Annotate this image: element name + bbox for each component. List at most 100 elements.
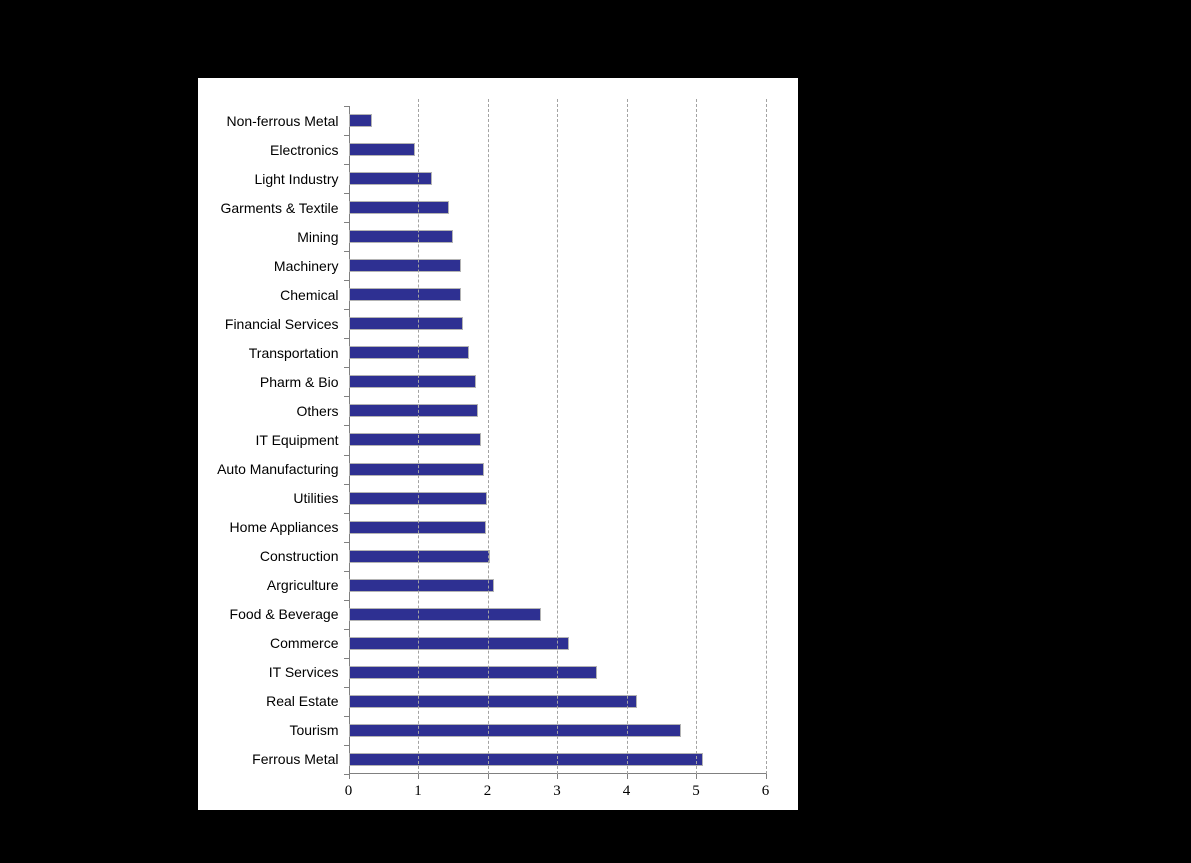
bar-real-estate <box>348 694 637 708</box>
category-tick <box>343 425 349 427</box>
plot-area: Non-ferrous Metal Electronics Light Indust… <box>217 99 769 799</box>
bar-row: Construction <box>260 542 766 571</box>
bar-rows: Non-ferrous Metal Electronics Light Indust… <box>217 106 766 775</box>
bar-ferrous-metal <box>348 752 703 766</box>
bar-row: Tourism <box>289 716 766 745</box>
gridline <box>765 99 767 774</box>
category-tick <box>343 744 349 746</box>
category-tick <box>343 774 349 775</box>
bar-it-equipment <box>348 433 481 447</box>
bar-row: Utilities <box>293 484 766 513</box>
bar-row: Non-ferrous Metal <box>226 106 766 135</box>
x-tick-label: 2 <box>483 783 492 799</box>
x-axis-tick <box>696 774 697 779</box>
gridline <box>557 99 558 774</box>
category-label: Commerce <box>270 635 339 652</box>
category-tick <box>343 338 349 340</box>
category-tick <box>343 222 349 224</box>
category-label: Non-ferrous Metal <box>226 112 339 129</box>
x-axis-tick <box>487 774 489 779</box>
gridline <box>418 99 419 774</box>
x-tick-label: 3 <box>553 783 561 799</box>
gridline <box>696 99 697 774</box>
bar-row: Transportation <box>249 338 766 367</box>
category-tick <box>343 599 349 601</box>
category-label: Food & Beverage <box>229 606 339 623</box>
x-axis-tick <box>765 774 767 779</box>
bar-tourism <box>348 723 682 737</box>
category-label: Real Estate <box>266 693 339 710</box>
bar-row: Argriculture <box>267 571 766 600</box>
bar-row: Light Industry <box>254 164 766 193</box>
bar-it-services <box>348 665 598 679</box>
category-label: Others <box>296 402 339 419</box>
bar-mining <box>348 230 454 244</box>
category-tick <box>343 251 349 253</box>
gridline <box>487 99 489 774</box>
category-label: Home Appliances <box>229 519 339 536</box>
bar-row: Electronics <box>270 135 766 164</box>
x-tick-label: 0 <box>344 783 353 799</box>
bar-non-ferrous-metal <box>348 114 373 128</box>
bar-row: Financial Services <box>225 309 766 338</box>
x-axis-tick <box>557 774 558 779</box>
bar-row: Others <box>296 396 766 425</box>
bar-utilities <box>348 491 487 505</box>
category-label: Garments & Textile <box>220 199 339 216</box>
bar-machinery <box>348 259 462 273</box>
gridline <box>626 99 628 774</box>
bar-financial-services <box>348 317 464 331</box>
category-label: Machinery <box>273 257 339 274</box>
bar-construction <box>348 549 490 563</box>
bar-others <box>348 404 478 418</box>
bar-row: Real Estate <box>266 687 766 716</box>
bar-food-beverage <box>348 607 541 621</box>
x-axis-tick <box>626 774 628 779</box>
category-tick <box>343 628 349 630</box>
category-label: Utilities <box>293 490 339 507</box>
category-label: Electronics <box>270 141 339 158</box>
bar-row: Chemical <box>280 280 766 309</box>
bar-row: Ferrous Metal <box>252 745 766 774</box>
bar-row: IT Services <box>269 658 766 687</box>
category-tick <box>343 512 349 514</box>
bar-row: IT Equipment <box>255 425 766 454</box>
category-label: Ferrous Metal <box>252 751 339 768</box>
chart-panel: Non-ferrous Metal Electronics Light Indust… <box>198 78 798 810</box>
category-label: Mining <box>297 228 339 245</box>
bar-row: Garments & Textile <box>220 193 766 222</box>
category-tick <box>343 454 349 456</box>
category-label: IT Services <box>268 664 339 681</box>
category-tick <box>343 686 349 688</box>
category-label: Construction <box>259 548 339 565</box>
bar-light-industry <box>348 172 432 186</box>
category-tick <box>343 193 349 195</box>
bar-row: Commerce <box>270 629 766 658</box>
bar-row: Auto Manufacturing <box>217 455 766 484</box>
bar-row: Pharm & Bio <box>260 367 766 396</box>
category-tick <box>343 367 349 369</box>
category-tick <box>343 280 349 282</box>
bar-chemical <box>348 288 462 302</box>
category-tick <box>343 657 349 659</box>
bar-home-appliances <box>348 520 487 534</box>
category-tick <box>343 106 349 107</box>
bar-electronics <box>348 143 416 157</box>
category-label: Light Industry <box>254 170 339 187</box>
category-label: Tourism <box>289 722 339 739</box>
category-label: Financial Services <box>224 315 339 332</box>
category-tick <box>343 541 349 543</box>
category-label: Argriculture <box>266 577 339 594</box>
bar-argriculture <box>348 578 495 592</box>
bar-commerce <box>348 636 569 650</box>
bar-pharm-bio <box>348 375 477 389</box>
category-label: Transportation <box>248 344 339 361</box>
category-label: IT Equipment <box>255 431 339 448</box>
x-tick-label: 6 <box>761 783 770 799</box>
category-tick <box>343 570 349 572</box>
bar-row: Food & Beverage <box>230 600 766 629</box>
x-tick-label: 5 <box>692 783 700 799</box>
x-tick-label: 4 <box>622 783 631 799</box>
category-tick <box>343 309 349 311</box>
